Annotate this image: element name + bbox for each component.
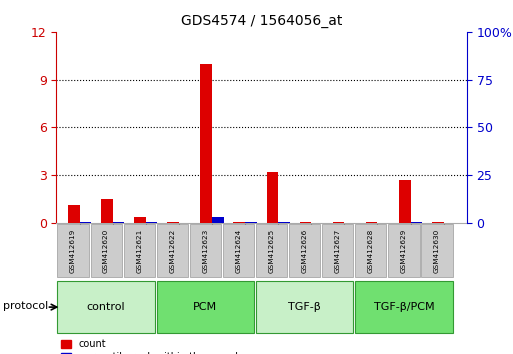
Bar <box>322 224 353 277</box>
Text: TGF-β/PCM: TGF-β/PCM <box>373 302 435 312</box>
Bar <box>432 222 444 223</box>
Text: GSM412627: GSM412627 <box>335 228 341 273</box>
Bar <box>366 222 378 223</box>
Text: GSM412630: GSM412630 <box>434 228 440 273</box>
Bar <box>57 224 89 277</box>
Bar <box>190 224 221 277</box>
Text: GSM412622: GSM412622 <box>169 228 175 273</box>
Bar <box>201 64 212 223</box>
Bar <box>90 224 122 277</box>
Bar <box>167 222 179 223</box>
Bar <box>333 222 344 223</box>
Bar <box>124 224 155 277</box>
Bar <box>101 199 113 223</box>
Bar <box>233 222 245 223</box>
Bar <box>267 172 278 223</box>
Bar <box>68 205 80 223</box>
Bar <box>289 224 320 277</box>
Bar <box>256 281 353 333</box>
Text: GSM412629: GSM412629 <box>401 228 407 273</box>
Text: PCM: PCM <box>193 302 218 312</box>
Text: GSM412625: GSM412625 <box>269 228 274 273</box>
Bar <box>212 217 224 223</box>
Bar <box>388 224 420 277</box>
Bar <box>57 281 155 333</box>
Bar <box>134 217 146 223</box>
Bar <box>146 222 157 223</box>
Bar <box>245 222 256 223</box>
Text: GSM412628: GSM412628 <box>368 228 374 273</box>
Bar <box>356 224 386 277</box>
Legend: count, percentile rank within the sample: count, percentile rank within the sample <box>61 339 244 354</box>
Text: GSM412623: GSM412623 <box>202 228 208 273</box>
Bar <box>156 281 254 333</box>
Bar <box>356 281 452 333</box>
Bar <box>422 224 452 277</box>
Bar <box>399 180 410 223</box>
Text: TGF-β: TGF-β <box>288 302 321 312</box>
Bar <box>156 224 188 277</box>
Text: GSM412624: GSM412624 <box>235 228 242 273</box>
Text: control: control <box>87 302 125 312</box>
Text: protocol: protocol <box>3 301 48 311</box>
Bar <box>278 222 290 223</box>
Text: GSM412619: GSM412619 <box>70 228 76 273</box>
Text: GSM412620: GSM412620 <box>103 228 109 273</box>
Title: GDS4574 / 1564056_at: GDS4574 / 1564056_at <box>181 14 342 28</box>
Bar <box>300 222 311 223</box>
Bar <box>80 222 91 223</box>
Text: GSM412626: GSM412626 <box>302 228 308 273</box>
Bar <box>223 224 254 277</box>
Bar <box>113 222 124 223</box>
Bar <box>410 222 422 223</box>
Bar <box>256 224 287 277</box>
Text: GSM412621: GSM412621 <box>136 228 142 273</box>
